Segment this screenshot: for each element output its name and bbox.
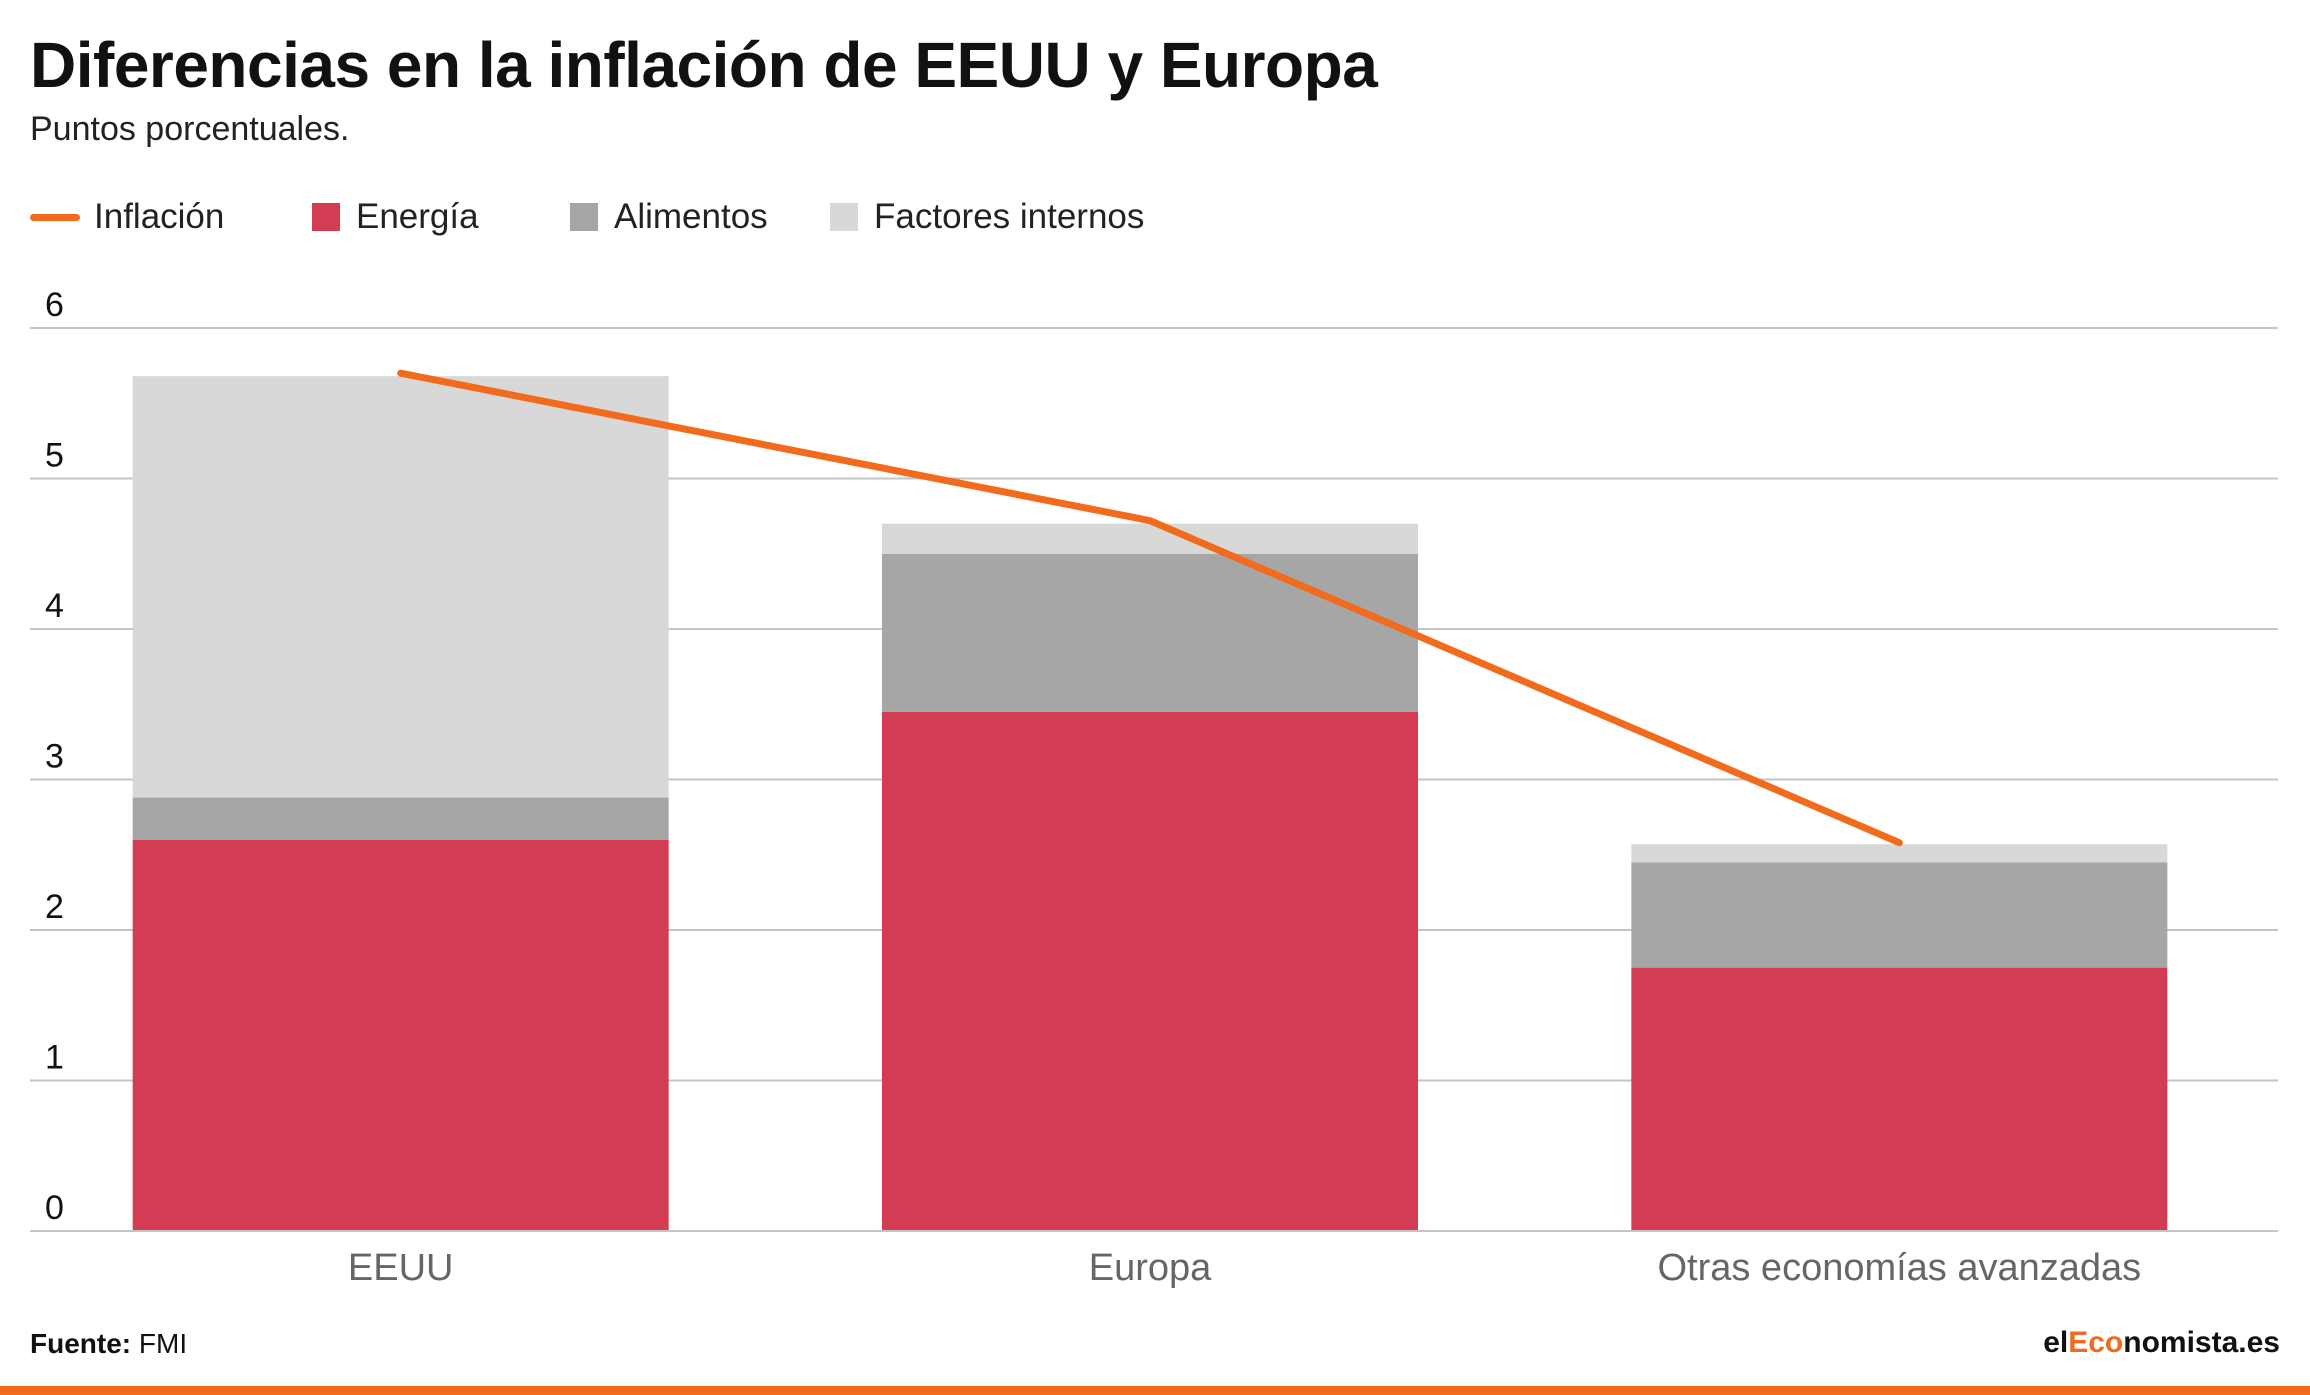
source-value: FMI [131, 1328, 188, 1359]
bar-factores-internos [132, 376, 669, 798]
x-category-label: EEUU [348, 1247, 454, 1289]
y-tick-label: 6 [45, 286, 64, 324]
legend-item-energia: Energía [312, 192, 479, 242]
legend-label-inflacion: Inflación [94, 197, 225, 236]
brand-suffix: nomista.es [2123, 1326, 2280, 1359]
bar-factores-internos [1631, 844, 2168, 863]
source-label: Fuente: [30, 1328, 132, 1359]
legend-item-factores-internos: Factores internos [830, 192, 1144, 242]
legend-swatch-alimentos [570, 203, 598, 231]
bar-alimentos [1631, 862, 2168, 968]
y-tick-label: 2 [45, 888, 64, 926]
chart-legend: Inflación Energía Alimentos Factores int… [30, 192, 1330, 242]
bar-energia [882, 711, 1418, 1231]
brand-accent: Eco [2068, 1326, 2124, 1359]
legend-label-energia: Energía [356, 197, 479, 236]
source-note: Fuente: FMI [30, 1328, 187, 1360]
legend-item-alimentos: Alimentos [570, 192, 768, 242]
legend-label-factores-internos: Factores internos [874, 197, 1145, 236]
bar-alimentos [132, 797, 669, 840]
chart-title: Diferencias en la inflación de EEUU y Eu… [30, 29, 1378, 101]
brand-prefix: el [2043, 1326, 2069, 1359]
y-tick-label: 5 [45, 437, 64, 475]
y-tick-label: 4 [45, 587, 64, 625]
legend-swatch-energia [312, 203, 340, 231]
y-tick-label: 1 [45, 1039, 64, 1077]
inflation-line [397, 369, 1903, 847]
x-category-label: Europa [1089, 1247, 1212, 1289]
y-tick-label: 0 [45, 1189, 64, 1227]
x-category-label: Otras economías avanzadas [1657, 1247, 2141, 1289]
bar-energia [1631, 967, 2168, 1231]
brand-logo: elEconomista.es [2043, 1326, 2280, 1360]
legend-label-alimentos: Alimentos [614, 197, 768, 236]
bottom-accent-bar [0, 1386, 2310, 1395]
bar-energia [132, 839, 669, 1231]
legend-item-inflacion: Inflación [30, 192, 224, 242]
legend-swatch-factores-internos [830, 203, 858, 231]
chart-subtitle: Puntos porcentuales. [30, 110, 350, 148]
bar-factores-internos [882, 523, 1418, 554]
y-tick-label: 3 [45, 738, 64, 776]
legend-line-inflacion [30, 213, 80, 221]
bar-alimentos [882, 553, 1418, 712]
